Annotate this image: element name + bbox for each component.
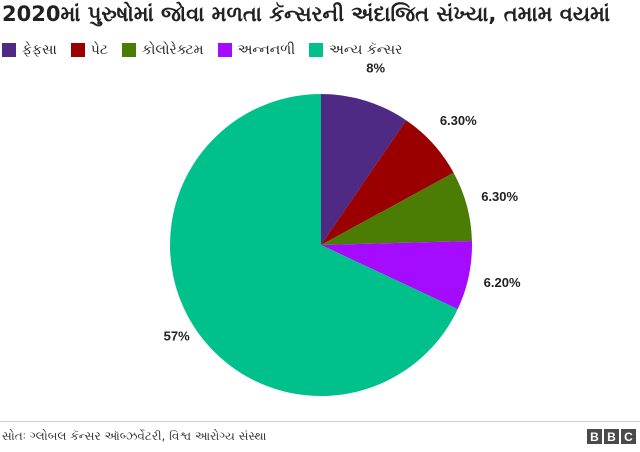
bbc-logo-letter-2: B <box>604 429 619 444</box>
bbc-logo-letter-1: B <box>587 429 602 444</box>
pie-slice-colorectum <box>321 172 472 245</box>
footer-divider <box>0 421 640 422</box>
chart-title: 2020માં પુરુષોમાં જોવા મળતા કૅન્સરની અંદ… <box>2 2 610 26</box>
pie-chart: 8% 6.30% 6.30% 6.20% 57% <box>164 60 521 396</box>
legend-item-lung: ફેફસા <box>2 42 57 58</box>
legend-label-other: અન્ય કૅન્સર <box>329 42 403 58</box>
legend-label-oesophagus: અન્નનળી <box>237 42 296 58</box>
pie-slice-oesophagus <box>321 241 472 310</box>
pie-slice-other <box>169 94 458 396</box>
legend-item-stomach: પેટ <box>70 42 108 58</box>
legend-label-stomach: પેટ <box>90 42 108 58</box>
bbc-logo-letter-3: C <box>621 429 636 444</box>
legend-item-colorectum: કોલોરેક્ટમ <box>122 42 204 58</box>
pie-labels: 8% 6.30% 6.30% 6.20% 57% <box>164 60 521 343</box>
bbc-logo: B B C <box>585 429 636 444</box>
legend-swatch-oesophagus <box>217 43 232 57</box>
legend-label-colorectum: કોલોરેક્ટમ <box>142 42 204 58</box>
legend-swatch-colorectum <box>122 43 136 57</box>
pie-slice-stomach <box>321 120 454 245</box>
legend-item-oesophagus: અન્નનળી <box>217 42 296 58</box>
source-note: સોતઃ ગ્લોબલ કૅન્સર ઑબ્ઝર્વેટરી, વિશ્વ આર… <box>2 429 267 443</box>
legend-item-other: અન્ય કૅન્સર <box>309 42 402 58</box>
legend-swatch-other <box>309 43 324 57</box>
pie-label-other: 57% <box>164 329 190 344</box>
legend-swatch-lung <box>2 43 16 57</box>
legend-swatch-stomach <box>70 43 85 57</box>
pie-label-oesophagus: 6.20% <box>484 275 521 290</box>
chart-legend: ફેફસા પેટ કોલોરેક્ટમ અન્નનળી અન્ય કૅન્સર <box>2 42 416 58</box>
legend-label-lung: ફેફસા <box>22 42 57 58</box>
pie-slices <box>169 94 472 396</box>
pie-label-stomach: 6.30% <box>440 113 477 128</box>
pie-slice-lung <box>321 94 407 245</box>
pie-label-colorectum: 6.30% <box>481 189 518 204</box>
pie-label-lung: 8% <box>366 60 385 75</box>
